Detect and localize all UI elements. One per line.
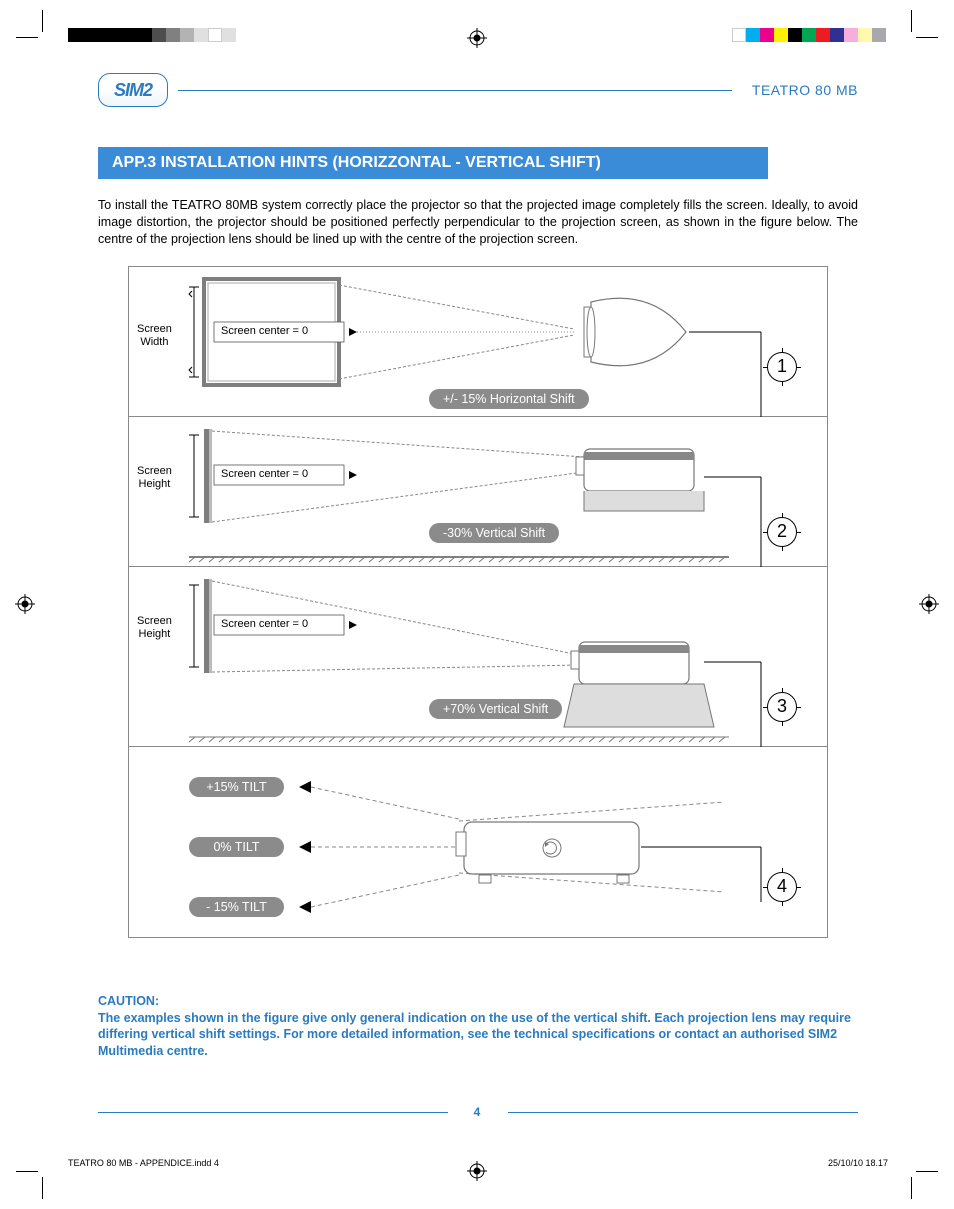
registration-mark	[467, 28, 487, 48]
center-indicator: Screen center = 0	[221, 468, 308, 480]
diagram-row-3: ScreenHeight Screen center = 0 +70% Vert…	[129, 567, 827, 747]
caution-block: CAUTION: The examples shown in the figur…	[98, 993, 858, 1061]
registration-mark	[919, 594, 939, 614]
axis-label: ScreenHeight	[137, 465, 172, 491]
print-swatch-left	[68, 28, 236, 42]
registration-mark	[467, 1161, 487, 1181]
step-number: 1	[767, 352, 797, 382]
footer-rule	[508, 1112, 858, 1113]
header-rule	[178, 90, 732, 91]
shift-chip: -30% Vertical Shift	[429, 523, 559, 543]
brand-logo: SIM2	[98, 73, 168, 107]
center-indicator: Screen center = 0	[221, 325, 308, 337]
diagram-row-1: ScreenWidth Screen center = 0 +/- 15% Ho…	[129, 267, 827, 417]
logo-text: SIM2	[114, 80, 152, 101]
footer-source: TEATRO 80 MB - APPENDICE.indd 4	[68, 1158, 219, 1168]
page-number: 4	[474, 1105, 481, 1119]
shift-chip: +70% Vertical Shift	[429, 699, 562, 719]
axis-label: ScreenWidth	[137, 323, 172, 349]
shift-chip: +/- 15% Horizontal Shift	[429, 389, 589, 409]
installation-diagram: ScreenWidth Screen center = 0 +/- 15% Ho…	[128, 266, 828, 938]
axis-label: ScreenHeight	[137, 615, 172, 641]
footer-date: 25/10/10 18.17	[828, 1158, 888, 1168]
product-name: TEATRO 80 MB	[742, 82, 858, 98]
tilt-chip: 0% TILT	[189, 837, 284, 857]
page-header: SIM2 TEATRO 80 MB	[98, 73, 858, 107]
tilt-chip: +15% TILT	[189, 777, 284, 797]
footer-rule	[98, 1112, 448, 1113]
print-swatch-right	[732, 28, 886, 42]
tilt-chip: - 15% TILT	[189, 897, 284, 917]
registration-mark	[15, 594, 35, 614]
step-number: 4	[767, 872, 797, 902]
diagram-row-2: ScreenHeight Screen center = 0 -30% Vert…	[129, 417, 827, 567]
caution-body: The examples shown in the figure give on…	[98, 1011, 851, 1059]
intro-paragraph: To install the TEATRO 80MB system correc…	[98, 197, 858, 248]
diagram-row-4: +15% TILT 0% TILT - 15% TILT 4	[129, 747, 827, 937]
step-number: 2	[767, 517, 797, 547]
step-number: 3	[767, 692, 797, 722]
caution-heading: CAUTION:	[98, 994, 159, 1008]
section-title: APP.3 INSTALLATION HINTS (HORIZZONTAL - …	[98, 147, 768, 179]
center-indicator: Screen center = 0	[221, 618, 308, 630]
